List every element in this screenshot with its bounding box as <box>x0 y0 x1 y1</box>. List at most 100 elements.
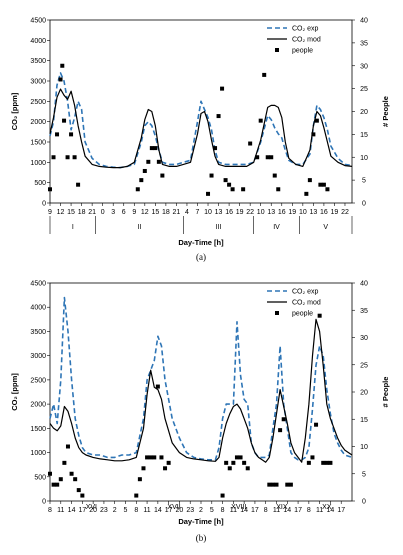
people-marker <box>141 466 146 471</box>
x-tick-label: 19 <box>331 209 339 216</box>
group-label: II <box>138 224 142 231</box>
legend-label-co2-mod: CO₂ mod <box>292 37 321 44</box>
x-tick-label: 22 <box>341 209 349 216</box>
x-tick-label: 14 <box>283 507 291 514</box>
people-marker <box>153 146 158 151</box>
x-tick-label: 15 <box>67 209 75 216</box>
y-left-tick-label: 4000 <box>30 305 46 312</box>
y-right-tick-label: 25 <box>360 362 368 369</box>
people-marker <box>307 178 312 183</box>
y-right-tick-label: 25 <box>360 86 368 93</box>
x-tick-label: 21 <box>173 209 181 216</box>
people-marker <box>274 482 279 487</box>
people-marker <box>318 182 323 187</box>
y-left-tick-label: 500 <box>34 474 46 481</box>
group-label: XX <box>322 504 332 511</box>
group-label: XVIII <box>231 504 246 511</box>
x-tick-label: 8 <box>307 507 311 514</box>
y-right-tick-label: 35 <box>360 40 368 47</box>
y-left-tick-label: 2000 <box>30 119 46 126</box>
people-marker <box>166 460 171 465</box>
people-marker <box>281 417 286 422</box>
people-marker <box>224 460 229 465</box>
people-marker <box>134 493 139 498</box>
y-left-tick-label: 0 <box>42 201 46 208</box>
x-tick-label: 10 <box>299 209 307 216</box>
people-marker <box>62 460 67 465</box>
group-label: V <box>323 224 328 231</box>
y-left-tick-label: 2500 <box>30 99 46 106</box>
people-marker <box>311 132 316 137</box>
people-marker <box>304 191 309 196</box>
people-marker <box>145 455 150 460</box>
people-marker <box>255 155 260 160</box>
people-marker <box>65 444 70 449</box>
people-marker <box>270 482 275 487</box>
x-tick-label: 13 <box>267 209 275 216</box>
x-tick-label: 13 <box>309 209 317 216</box>
group-label: III <box>216 224 222 231</box>
legend-swatch-people <box>275 48 279 52</box>
y-left-tick-label: 500 <box>34 180 46 187</box>
y-right-tick-label: 30 <box>360 335 368 342</box>
x-tick-label: 10 <box>204 209 212 216</box>
people-marker <box>156 159 161 164</box>
x-tick-label: 17 <box>251 507 259 514</box>
people-marker <box>160 173 165 178</box>
people-marker <box>245 466 250 471</box>
x-tick-label: 20 <box>176 507 184 514</box>
y-right-tick-label: 20 <box>360 390 368 397</box>
people-marker <box>65 155 70 160</box>
people-marker <box>48 187 52 192</box>
people-marker <box>137 477 142 482</box>
x-tick-label: 18 <box>162 209 170 216</box>
y-right-tick-label: 40 <box>360 18 368 25</box>
y-left-tick-label: 1000 <box>30 160 46 167</box>
people-marker <box>321 460 326 465</box>
people-marker <box>139 178 144 183</box>
x-tick-label: 18 <box>78 209 86 216</box>
x-tick-label: 21 <box>88 209 96 216</box>
people-marker <box>241 187 246 192</box>
people-marker <box>48 471 52 476</box>
group-label: XVI <box>86 504 97 511</box>
x-tick-label: 0 <box>101 209 105 216</box>
x-tick-label: 23 <box>186 507 194 514</box>
people-marker <box>230 187 235 192</box>
x-tick-label: 11 <box>230 507 237 514</box>
y-left-tick-label: 4500 <box>30 281 46 288</box>
people-marker <box>325 187 330 192</box>
x-tick-label: 12 <box>57 209 65 216</box>
x-tick-label: 12 <box>141 209 149 216</box>
x-tick-label: 13 <box>215 209 223 216</box>
people-marker <box>163 466 168 471</box>
y-left-tick-label: 0 <box>42 499 46 506</box>
people-marker <box>267 482 272 487</box>
x-tick-label: 11 <box>57 507 64 514</box>
x-tick-label: 4 <box>185 209 189 216</box>
people-marker <box>220 86 225 91</box>
people-marker <box>269 155 274 160</box>
people-marker <box>152 455 157 460</box>
x-axis-title: Day-Time [h] <box>178 238 224 247</box>
y-right-tick-label: 40 <box>360 281 368 288</box>
x-tick-label: 16 <box>278 209 286 216</box>
x-tick-label: 16 <box>320 209 328 216</box>
x-tick-label: 7 <box>196 209 200 216</box>
people-marker <box>209 173 214 178</box>
y-right-tick-label: 15 <box>360 132 368 139</box>
people-marker <box>272 173 277 178</box>
x-tick-label: 2 <box>199 507 203 514</box>
people-marker <box>69 132 74 137</box>
chart-panel-a: 0 500 1000 1500 2000 2500 3000 3500 4000 4500 0 5 10… <box>10 18 390 263</box>
people-marker <box>76 488 81 493</box>
people-marker <box>220 493 225 498</box>
y-right-axis-title: # People <box>381 377 390 408</box>
y-left-axis-title: CO₂ [ppm] <box>10 92 19 130</box>
x-tick-label: 8 <box>221 507 225 514</box>
x-tick-label: 8 <box>48 507 52 514</box>
people-marker <box>58 77 63 82</box>
people-marker <box>278 428 283 433</box>
people-marker <box>276 187 281 192</box>
people-marker <box>314 118 319 123</box>
